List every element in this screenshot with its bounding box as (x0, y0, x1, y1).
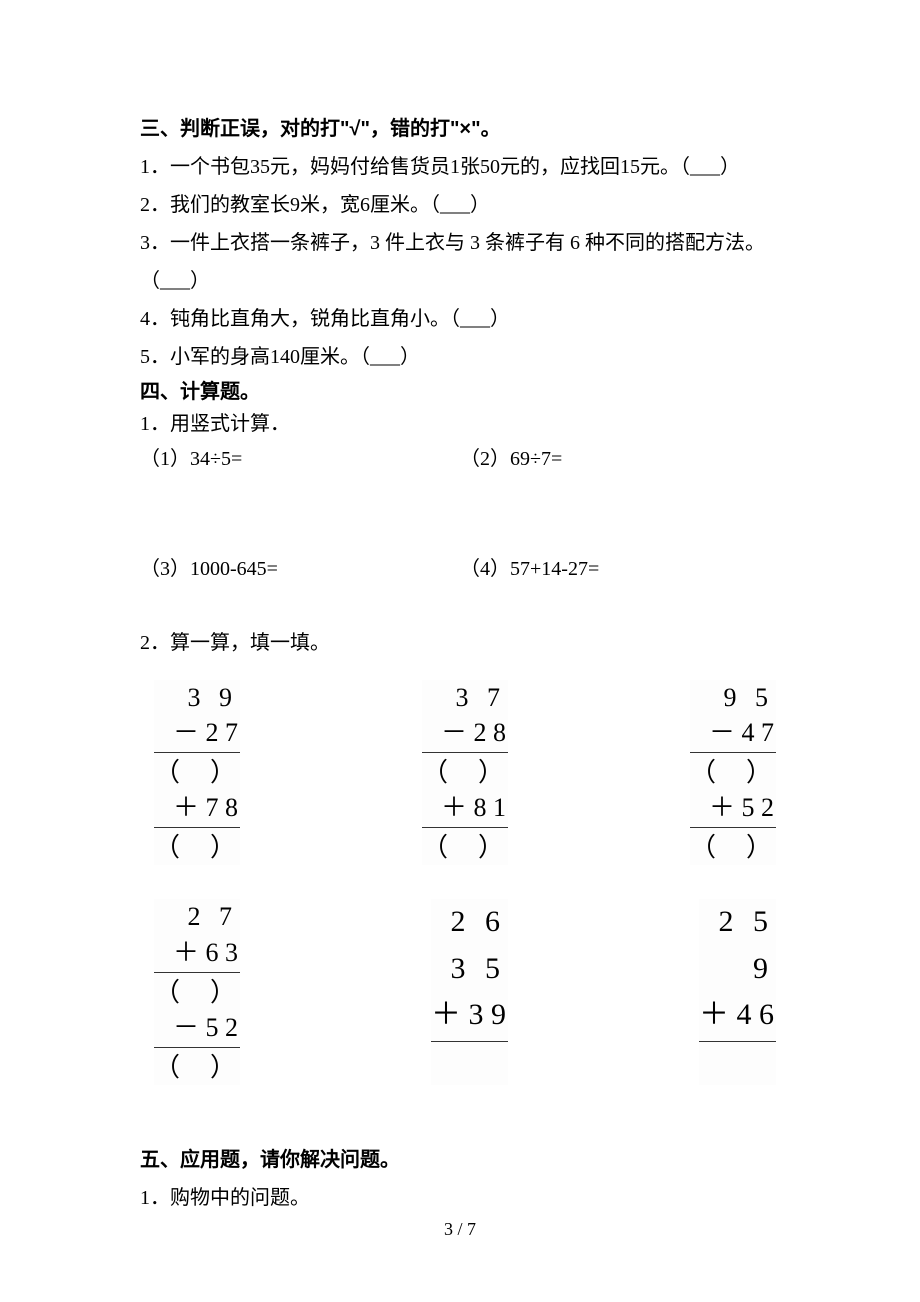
vert-rule (690, 752, 776, 753)
section4-sub1-title: 1．用竖式计算． (140, 408, 780, 440)
section3-heading: 三、判断正误，对的打"√"，错的打"×"。 (140, 110, 780, 148)
calc-row-2: （3）1000-645= （4）57+14-27= (140, 550, 780, 588)
calc-item-1: （1）34÷5= (140, 440, 460, 478)
spacer (140, 478, 780, 550)
section4-heading: 四、计算题。 (140, 376, 780, 408)
vert-line: 2 7 (154, 899, 240, 934)
vert-blank: （ ） (690, 830, 776, 865)
vert-blank: （ ） (422, 755, 508, 790)
section3-item-1: 1．一个书包35元，妈妈付给售货员1张50元的，应找回15元。（___） (140, 148, 780, 186)
vert-blank: （ ） (154, 755, 240, 790)
vert-rule (154, 827, 240, 828)
calc-item-3: （3）1000-645= (140, 550, 460, 588)
calc-item-2: （2）69÷7= (460, 440, 780, 478)
section3-item-2: 2．我们的教室长9米，宽6厘米。（___） (140, 186, 780, 224)
calc-item-4: （4）57+14-27= (460, 550, 780, 588)
vert-line: － 2 8 (422, 715, 508, 750)
spacer (140, 1085, 780, 1141)
vert-blank: （ ） (422, 830, 508, 865)
vert-rule (154, 752, 240, 753)
vert-rule (431, 1041, 508, 1042)
vert-line: ＋ 8 1 (422, 790, 508, 825)
vert-rule (699, 1041, 776, 1042)
section3-item-4: 4．钝角比直角大，锐角比直角小。（___） (140, 300, 780, 338)
vert-blank: （ ） (154, 830, 240, 865)
vert-blank: （ ） (154, 1050, 240, 1085)
vert-line: － 2 7 (154, 715, 240, 750)
vert-math-2: 3 7 － 2 8 （ ） ＋ 8 1 （ ） (422, 680, 508, 865)
vert-line: 9 5 (690, 680, 776, 715)
vert-line: － 5 2 (154, 1010, 240, 1045)
vert-rule (154, 972, 240, 973)
vert-line: 3 5 (431, 946, 508, 993)
page: 三、判断正误，对的打"√"，错的打"×"。 1．一个书包35元，妈妈付给售货员1… (0, 0, 920, 1302)
vert-rule (422, 752, 508, 753)
vert-rule (690, 827, 776, 828)
vert-line: 2 5 (699, 899, 776, 946)
vert-line: 3 9 (154, 680, 240, 715)
vert-rule (154, 1047, 240, 1048)
vert-blank: （ ） (690, 755, 776, 790)
vert-line: － 4 7 (690, 715, 776, 750)
page-footer: 3 / 7 (0, 1212, 920, 1246)
vert-math-6: 2 5 9 ＋ 4 6 (699, 899, 776, 1084)
vert-line: ＋ 3 9 (431, 992, 508, 1039)
vert-line: 2 6 (431, 899, 508, 946)
vert-line: ＋ 5 2 (690, 790, 776, 825)
vert-line: 9 (699, 946, 776, 993)
vert-blank: （ ） (154, 975, 240, 1010)
vert-math-1: 3 9 － 2 7 （ ） ＋ 7 8 （ ） (154, 680, 240, 865)
section4-sub2-title: 2．算一算，填一填。 (140, 624, 780, 662)
calc-row-1: （1）34÷5= （2）69÷7= (140, 440, 780, 478)
vert-math-5: 2 6 3 5 ＋ 3 9 (431, 899, 508, 1084)
vert-line: ＋ 7 8 (154, 790, 240, 825)
vert-math-row-top: 3 9 － 2 7 （ ） ＋ 7 8 （ ） 3 7 － 2 8 （ ） ＋ … (140, 680, 780, 865)
spacer (140, 588, 780, 624)
vert-math-row-bottom: 2 7 ＋ 6 3 （ ） － 5 2 （ ） 2 6 3 5 ＋ 3 9 2 … (140, 899, 780, 1084)
vert-line: ＋ 6 3 (154, 935, 240, 970)
section3-item-5: 5．小军的身高140厘米。（___） (140, 338, 780, 376)
vert-math-3: 9 5 － 4 7 （ ） ＋ 5 2 （ ） (690, 680, 776, 865)
section3-item-3: 3．一件上衣搭一条裤子，3 件上衣与 3 条裤子有 6 种不同的搭配方法。（__… (140, 224, 780, 300)
vert-rule (422, 827, 508, 828)
vert-line: 3 7 (422, 680, 508, 715)
section5-heading: 五、应用题，请你解决问题。 (140, 1141, 780, 1179)
vert-math-4: 2 7 ＋ 6 3 （ ） － 5 2 （ ） (154, 899, 240, 1084)
vert-line: ＋ 4 6 (699, 992, 776, 1039)
